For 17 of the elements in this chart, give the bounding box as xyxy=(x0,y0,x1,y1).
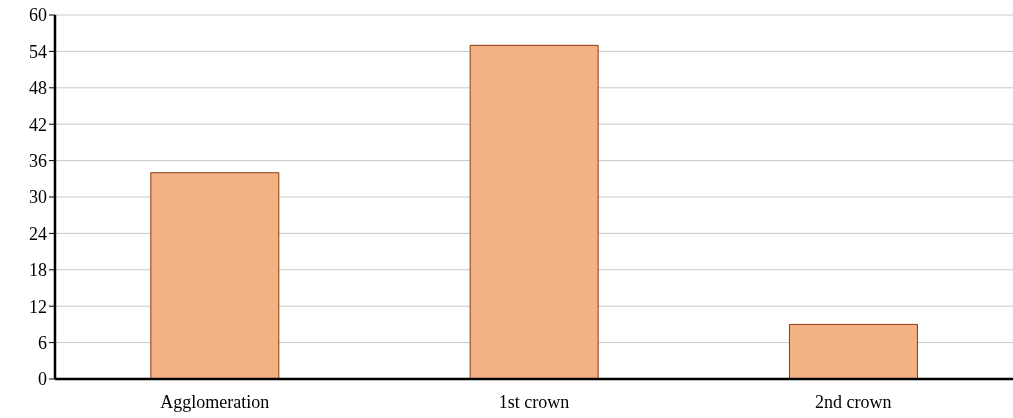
y-tick-label: 0 xyxy=(38,369,47,390)
x-tick-label: 2nd crown xyxy=(815,391,892,412)
y-tick-label: 54 xyxy=(29,41,47,62)
bar xyxy=(150,172,280,379)
x-tick-label: Agglomeration xyxy=(160,391,270,412)
y-tick-label: 12 xyxy=(29,296,47,317)
y-tick-label: 6 xyxy=(38,332,47,353)
y-tick-label: 36 xyxy=(29,150,47,171)
y-tick-label: 42 xyxy=(29,114,47,135)
bar xyxy=(469,44,599,379)
y-tick-label: 48 xyxy=(29,78,47,99)
y-tick-label: 24 xyxy=(29,223,47,244)
y-tick-label: 60 xyxy=(29,5,47,26)
x-tick-label: 1st crown xyxy=(498,391,570,412)
y-tick-label: 18 xyxy=(29,260,47,281)
bar xyxy=(788,323,918,379)
y-tick-label: 30 xyxy=(29,187,47,208)
